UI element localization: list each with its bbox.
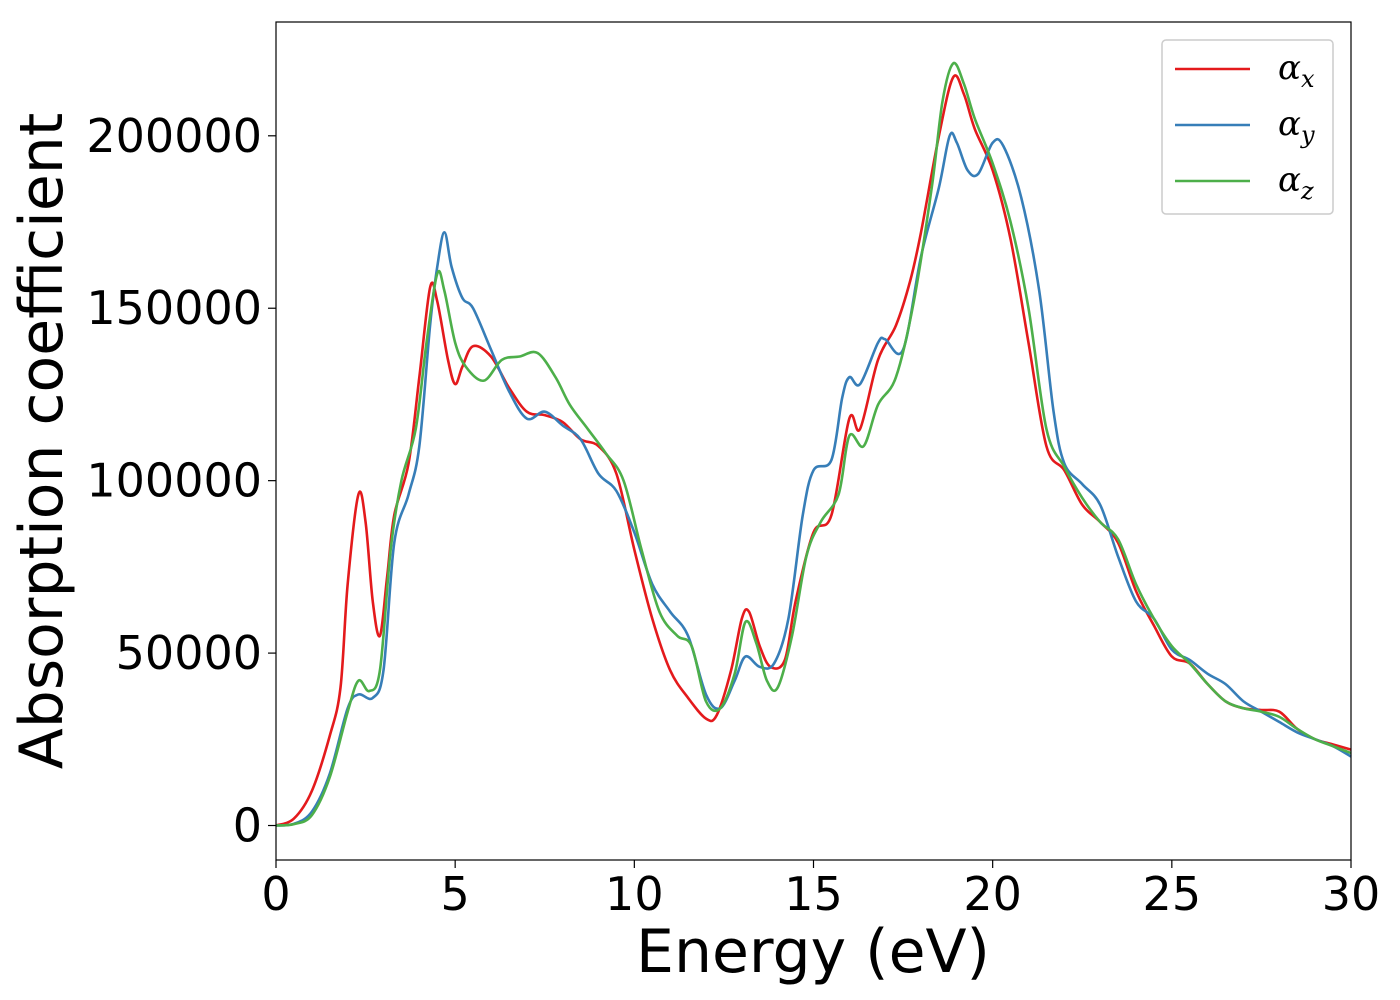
x-tick-label: 10 — [605, 867, 664, 921]
series-line-z — [275, 61, 1352, 827]
y-axis: 0 50000 100000 150000 200000 — [86, 109, 276, 853]
y-tick-label: 150000 — [86, 281, 262, 335]
legend-label-z: αz — [1278, 160, 1314, 205]
x-tick-label: 5 — [441, 867, 470, 921]
x-axis-title: Energy (eV) — [636, 917, 990, 987]
series-line-x — [275, 74, 1352, 827]
legend: αx αy αz — [1161, 39, 1334, 215]
x-axis: 0 5 10 15 20 25 30 — [261, 860, 1380, 921]
legend-label-x: αx — [1278, 48, 1315, 93]
y-tick-label: 0 — [233, 799, 262, 853]
y-tick-label: 50000 — [116, 626, 262, 680]
y-tick-label: 200000 — [86, 109, 262, 163]
series-layer — [275, 61, 1352, 827]
y-axis-title: Absorption coefficient — [7, 113, 77, 770]
legend-frame — [1161, 39, 1334, 215]
x-tick-label: 25 — [1143, 867, 1202, 921]
y-tick-label: 100000 — [86, 454, 262, 508]
x-tick-label: 20 — [963, 867, 1022, 921]
x-tick-label: 0 — [261, 867, 290, 921]
x-tick-label: 30 — [1322, 867, 1381, 921]
legend-label-y: αy — [1278, 104, 1315, 149]
x-tick-label: 15 — [784, 867, 843, 921]
